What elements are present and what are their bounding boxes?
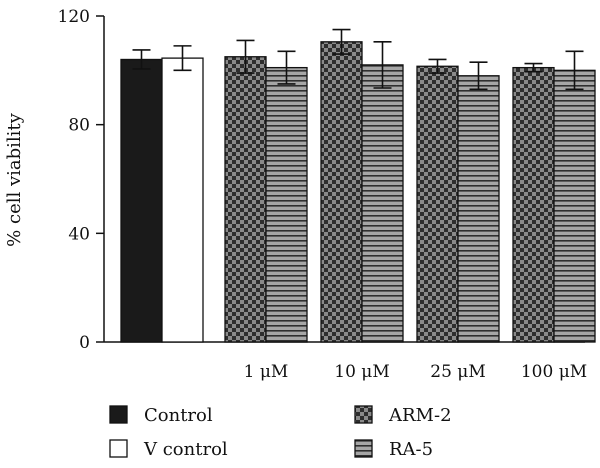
y-tick-label: 0 bbox=[79, 333, 90, 353]
bar-control bbox=[120, 58, 163, 343]
legend-label: V control bbox=[143, 439, 228, 460]
error-bar bbox=[565, 50, 584, 91]
legend-item-arm-2: ARM-2 bbox=[354, 405, 452, 426]
bar-ra-5-100 bbox=[553, 69, 596, 343]
category-label: 25 μM bbox=[430, 362, 486, 382]
bar-v-control bbox=[161, 57, 204, 343]
category-label: 10 μM bbox=[334, 362, 390, 382]
error-bar bbox=[132, 49, 151, 70]
legend-swatch bbox=[354, 405, 373, 424]
legend-item-control: Control bbox=[109, 405, 213, 426]
category-labels: 1 μM 10 μM 25 μM 100 μM bbox=[244, 362, 588, 382]
error-bar bbox=[173, 45, 192, 72]
legend-swatch bbox=[109, 439, 128, 458]
error-bar bbox=[524, 62, 543, 73]
bars bbox=[120, 41, 596, 343]
error-bars bbox=[132, 28, 584, 91]
y-ticks: 0 40 80 120 bbox=[58, 7, 104, 353]
category-label: 100 μM bbox=[521, 362, 587, 382]
error-bar bbox=[373, 41, 392, 89]
y-axis-title: % cell viability bbox=[4, 112, 25, 246]
bar-arm-2-1 bbox=[224, 56, 267, 343]
legend-item-v-control: V control bbox=[109, 439, 228, 460]
legend: Control V control ARM-2 RA-5 bbox=[109, 405, 452, 460]
bar-ra-5-1 bbox=[265, 66, 308, 343]
y-tick-label: 120 bbox=[58, 7, 90, 27]
legend-swatch bbox=[354, 439, 373, 458]
error-bar bbox=[428, 58, 447, 74]
bar-arm-2-10 bbox=[320, 41, 363, 343]
error-bar bbox=[277, 50, 296, 85]
bar-arm-2-100 bbox=[512, 66, 555, 343]
error-bar bbox=[236, 39, 255, 74]
y-tick-label: 80 bbox=[68, 116, 90, 136]
legend-label: ARM-2 bbox=[388, 405, 452, 426]
legend-label: Control bbox=[144, 405, 213, 426]
bar-ra-5-10 bbox=[361, 64, 404, 343]
legend-item-ra-5: RA-5 bbox=[354, 439, 433, 460]
category-label: 1 μM bbox=[244, 362, 289, 382]
y-tick-label: 40 bbox=[68, 224, 90, 244]
legend-swatch bbox=[109, 405, 128, 424]
bar-ra-5-25 bbox=[457, 75, 500, 343]
legend-label: RA-5 bbox=[389, 439, 433, 460]
bar-arm-2-25 bbox=[416, 65, 459, 343]
error-bar bbox=[469, 61, 488, 91]
error-bar bbox=[332, 28, 351, 55]
